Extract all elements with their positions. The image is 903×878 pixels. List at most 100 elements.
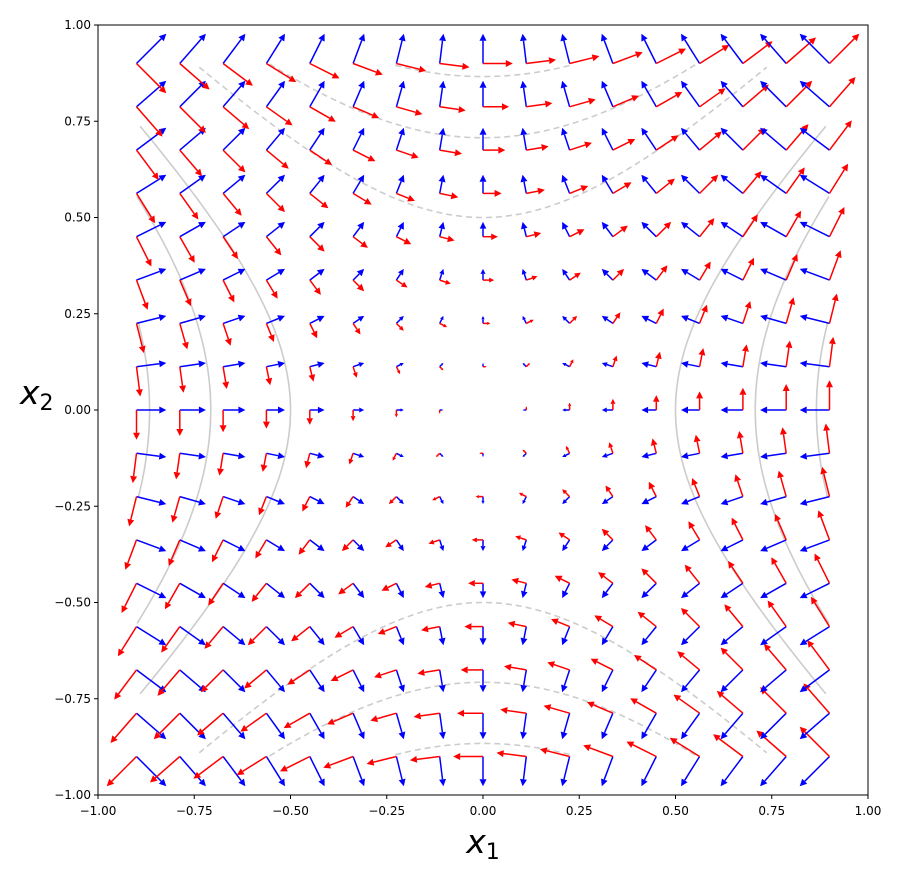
vector-arrow [727, 363, 744, 368]
vector-arrowhead [701, 304, 708, 313]
vector-arrowhead [791, 254, 798, 262]
y-tick-label: −0.50 [54, 596, 91, 610]
vector-arrowhead [515, 535, 521, 541]
vector-arrowhead [688, 521, 695, 530]
vector-arrow [785, 347, 790, 367]
vector-arrowhead [681, 221, 689, 229]
vector-arrow [727, 452, 744, 457]
vector-arrowhead [707, 218, 715, 226]
vector-arrowhead [681, 608, 689, 616]
vector-arrow [699, 47, 724, 65]
vector-arrow [604, 180, 614, 194]
vector-arrow [438, 181, 443, 194]
vector-arrow [263, 453, 268, 466]
vector-arrow [564, 496, 571, 502]
vector-arrowhead [494, 189, 502, 197]
vector-arrow [687, 363, 700, 368]
y-axis-ticks: 1.00 0.75 0.50 0.25 0.00 −0.25 −0.50 −0.75 −1.00 [54, 18, 98, 802]
vector-arrow [699, 91, 721, 108]
x-tick-label: 1.00 [855, 804, 882, 818]
vector-arrowhead [439, 778, 446, 787]
vector-arrow [222, 279, 232, 297]
vector-arrow [612, 316, 618, 324]
vector-arrow [438, 626, 443, 639]
vector-arrowhead [681, 591, 689, 599]
vector-arrowhead [316, 268, 325, 276]
vector-arrowhead [385, 541, 392, 548]
vector-arrowhead [179, 385, 186, 393]
vector-arrowhead [799, 174, 808, 182]
vector-arrow [684, 756, 701, 781]
vector-arrow [684, 712, 701, 734]
vector-arrow [647, 452, 657, 457]
vector-arrowhead [641, 315, 650, 323]
vector-arrowhead [403, 237, 412, 245]
vector-arrow [785, 260, 796, 281]
vector-arrowhead [641, 637, 649, 646]
vector-arrow [266, 317, 279, 325]
vector-arrow [289, 712, 311, 726]
vector-arrow [438, 134, 444, 151]
vector-arrowhead [720, 452, 728, 460]
vector-arrow [309, 149, 327, 162]
vector-arrowhead [487, 321, 491, 325]
vector-arrow [828, 300, 836, 324]
vector-arrow [222, 317, 240, 325]
vector-arrow [438, 273, 443, 281]
vector-arrow [563, 669, 571, 686]
vector-arrow [255, 582, 267, 597]
vector-arrowhead [572, 315, 578, 321]
vector-arrowhead [398, 80, 406, 89]
vector-arrow [696, 441, 701, 454]
vector-arrowhead [443, 323, 448, 328]
vector-arrowhead [594, 615, 603, 622]
vector-arrowhead [260, 464, 268, 472]
vector-arrowhead [645, 525, 653, 533]
vector-arrow [806, 316, 830, 325]
vector-arrow [352, 669, 362, 687]
vector-arrow [767, 648, 787, 671]
vector-arrowhead [399, 453, 404, 457]
vector-arrowhead [562, 499, 568, 505]
vector-arrow [265, 149, 284, 165]
vector-arrow [765, 625, 787, 642]
vector-arrow [136, 363, 160, 368]
vector-arrowhead [438, 174, 446, 183]
vector-arrow [684, 39, 701, 64]
vector-arrow [222, 582, 241, 595]
vector-arrowhead [450, 192, 459, 200]
vector-arrowhead [520, 174, 528, 183]
vector-arrowhead [751, 214, 758, 223]
vector-arrowhead [663, 221, 672, 230]
vector-arrowhead [641, 221, 649, 230]
vector-arrow [725, 582, 744, 595]
vector-arrowhead [173, 471, 181, 480]
vector-arrow [439, 364, 443, 368]
y-tick-label: 0.25 [64, 307, 91, 321]
vector-arrow [217, 496, 224, 513]
vector-arrow [563, 535, 571, 541]
vector-arrowhead [441, 409, 444, 411]
vector-arrowhead [317, 174, 325, 183]
vector-arrowhead [237, 498, 246, 506]
vector-arrow [635, 701, 657, 714]
vector-arrowhead [660, 265, 668, 273]
vector-arrowhead [198, 638, 206, 646]
vector-arrowhead [479, 638, 487, 646]
vector-arrow [523, 450, 527, 454]
vector-arrowhead [198, 778, 206, 787]
vector-arrow [201, 712, 224, 732]
vector-arrowhead [720, 731, 728, 740]
vector-arrow [806, 452, 830, 457]
vector-arrowhead [277, 221, 285, 229]
y-tick-label: 1.00 [64, 18, 91, 32]
vector-arrow [245, 712, 267, 729]
vector-arrowhead [358, 80, 365, 89]
vector-arrow [766, 363, 787, 368]
vector-arrow [431, 582, 440, 587]
vector-arrow [766, 452, 787, 457]
vector-arrowhead [505, 60, 513, 67]
vector-arrowhead [720, 638, 729, 646]
vector-arrowhead [518, 492, 523, 497]
vector-arrow [222, 178, 241, 194]
